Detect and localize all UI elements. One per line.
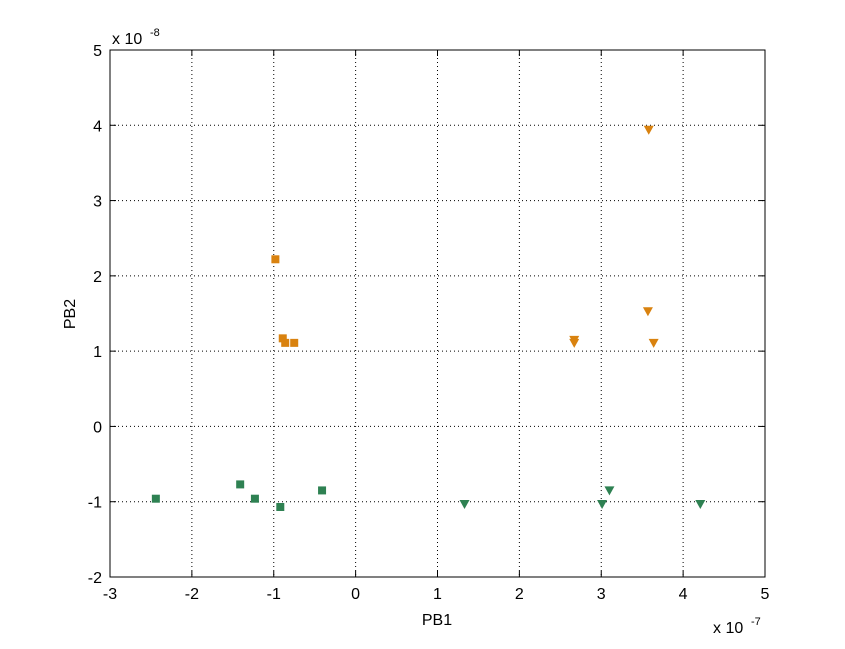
triangle-down-marker xyxy=(597,499,608,509)
x-tick-label: 2 xyxy=(515,586,524,603)
triangle-down-marker xyxy=(459,499,470,509)
y-axis-label: PB2 xyxy=(62,299,79,329)
x-tick-label: -2 xyxy=(185,586,199,603)
x-tick-label: -3 xyxy=(103,586,117,603)
square-marker xyxy=(151,494,160,503)
triangle-down-marker xyxy=(642,307,653,317)
square-marker xyxy=(281,338,290,347)
x-tick-label: 1 xyxy=(433,586,442,603)
y-axis-multiplier: x 10 xyxy=(112,31,142,48)
y-tick-label: 1 xyxy=(93,344,102,361)
x-tick-label: 5 xyxy=(761,586,770,603)
data-points xyxy=(151,125,706,511)
square-marker xyxy=(290,338,299,347)
x-tick-label: 4 xyxy=(679,586,688,603)
y-axis-ticks: -2 -1 0 1 2 3 4 5 xyxy=(88,43,765,587)
y-tick-label: 0 xyxy=(93,419,102,436)
y-tick-label: -2 xyxy=(88,570,102,587)
x-axis-ticks: -3 -2 -1 0 1 2 3 4 5 xyxy=(103,50,770,603)
triangle-down-marker xyxy=(695,499,706,509)
triangle-down-marker xyxy=(643,125,654,135)
triangle-down-marker xyxy=(648,338,659,348)
y-tick-label: 4 xyxy=(93,118,102,135)
square-marker xyxy=(236,480,245,489)
square-marker xyxy=(318,486,327,495)
x-tick-label: 3 xyxy=(597,586,606,603)
square-marker xyxy=(278,334,287,343)
x-tick-label: -1 xyxy=(267,586,281,603)
x-tick-label: 0 xyxy=(351,586,360,603)
plot-area xyxy=(110,50,765,577)
y-tick-label: 3 xyxy=(93,194,102,211)
y-tick-label: -1 xyxy=(88,495,102,512)
square-marker xyxy=(276,502,285,511)
triangle-down-marker xyxy=(569,338,580,348)
x-axis-multiplier-exponent: -7 xyxy=(751,616,761,628)
triangle-down-marker xyxy=(604,486,615,496)
square-marker xyxy=(250,494,259,503)
square-marker xyxy=(271,255,280,264)
y-tick-label: 2 xyxy=(93,269,102,286)
y-axis-multiplier-exponent: -8 xyxy=(150,27,160,39)
x-axis-multiplier: x 10 xyxy=(713,620,743,637)
y-tick-label: 5 xyxy=(93,43,102,60)
x-axis-label: PB1 xyxy=(422,612,452,629)
